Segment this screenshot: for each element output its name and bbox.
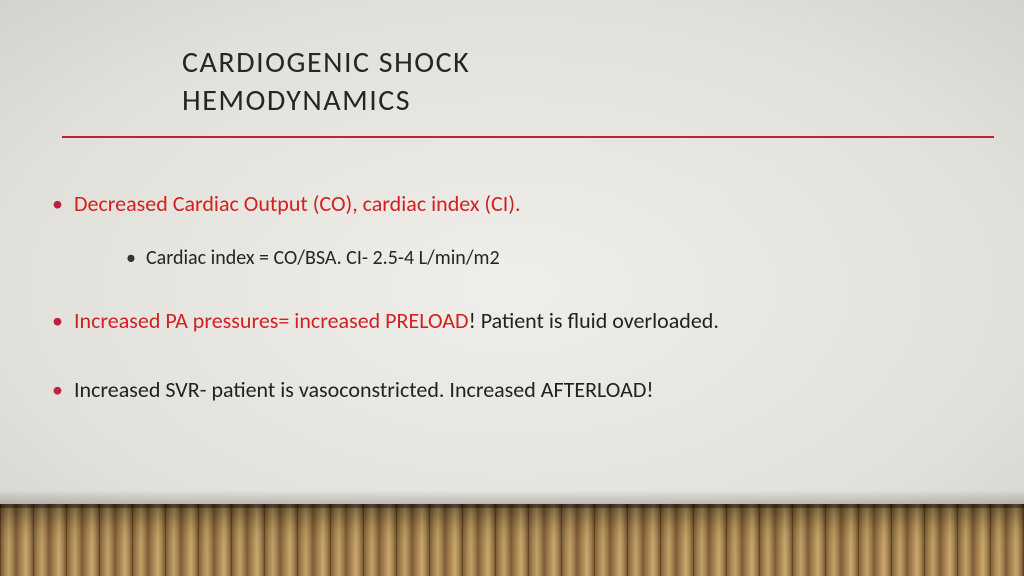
title-line-2: HEMODYNAMICS xyxy=(182,82,470,120)
title-line-1: CARDIOGENIC SHOCK xyxy=(182,44,470,82)
bullet-3: Increased SVR- patient is vasoconstricte… xyxy=(52,376,984,404)
bullet-1: Decreased Cardiac Output (CO), cardiac i… xyxy=(52,190,984,271)
bullet-2-rest: ! Patient is fluid overloaded. xyxy=(469,307,719,334)
bullet-2: Increased PA pressures= increased PRELOA… xyxy=(52,307,984,335)
bullet-3-text: Increased SVR- patient is vasoconstricte… xyxy=(74,376,654,403)
bullet-2-highlight: Increased PA pressures= increased PRELOA… xyxy=(74,307,469,334)
title-block: CARDIOGENIC SHOCK HEMODYNAMICS xyxy=(182,44,470,121)
title-underline xyxy=(62,136,994,138)
content-area: Decreased Cardiac Output (CO), cardiac i… xyxy=(52,190,984,426)
bullet-1-sub: Cardiac index = CO/BSA. CI- 2.5-4 L/min/… xyxy=(126,246,984,271)
slide: CARDIOGENIC SHOCK HEMODYNAMICS Decreased… xyxy=(0,0,1024,576)
bullet-1-text: Decreased Cardiac Output (CO), cardiac i… xyxy=(74,190,521,217)
wall-shadow xyxy=(0,490,1024,504)
wood-floor xyxy=(0,504,1024,576)
